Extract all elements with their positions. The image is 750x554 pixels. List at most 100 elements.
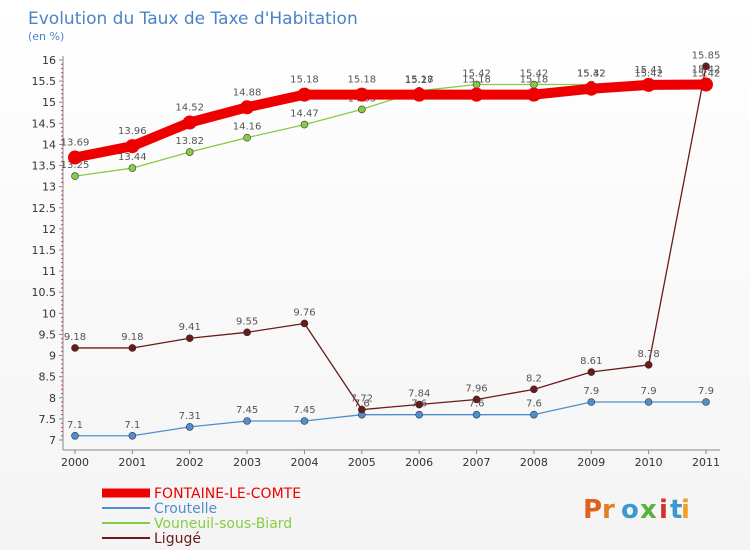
data-point: [243, 328, 251, 337]
data-point: [128, 344, 137, 352]
data-point: [185, 334, 194, 343]
data-point: [128, 431, 137, 440]
data-point: [702, 62, 710, 71]
data-label: 7.6: [469, 399, 485, 410]
data-point: [354, 87, 369, 102]
data-label: 15.42: [577, 68, 606, 79]
data-point: [243, 133, 251, 142]
data-label: 15.18: [290, 75, 319, 86]
y-tick-label: 8.5: [39, 371, 57, 384]
data-point: [641, 77, 656, 92]
logo-letter: x: [640, 495, 657, 525]
data-label: 15.42: [692, 68, 721, 79]
data-label: 8.61: [580, 356, 602, 367]
data-label: 8.2: [526, 373, 542, 384]
data-label: 13.69: [61, 138, 90, 149]
legend-label: FONTAINE-LE-COMTE: [154, 486, 301, 502]
data-point: [587, 368, 596, 376]
y-tick-label: 12.5: [32, 202, 57, 215]
data-label: 7.45: [236, 405, 258, 416]
data-label: 15.18: [405, 75, 434, 86]
y-tick-label: 12: [42, 223, 56, 236]
data-label: 13.44: [118, 152, 147, 163]
data-point: [358, 105, 366, 114]
x-tick-label: 2007: [463, 456, 491, 469]
data-label: 15.85: [692, 50, 721, 61]
y-tick-label: 7.5: [39, 413, 57, 426]
data-label: 13.96: [118, 126, 147, 137]
data-label: 7.72: [351, 394, 373, 405]
legend: FONTAINE-LE-COMTECroutelleVouneuil-sous-…: [102, 486, 301, 547]
axes: 7 7.5 8 8.5 9 9.5 10 10.5 11 11.5 12 12.5 13 13.5 14 14…: [32, 54, 720, 469]
y-tick-label: 7: [49, 434, 56, 447]
x-tick-label: 2004: [290, 456, 318, 469]
y-tick-label: 10.5: [32, 286, 57, 299]
x-tick-label: 2002: [176, 456, 204, 469]
data-label: 9.41: [179, 322, 201, 333]
series-line: [74, 401, 707, 437]
data-label: 8.78: [638, 349, 660, 360]
data-point: [526, 87, 541, 102]
y-tick-label: 10: [42, 307, 56, 320]
series-line: [74, 65, 707, 411]
data-label: 9.18: [64, 332, 86, 343]
data-point: [185, 423, 194, 431]
data-label: 7.6: [354, 399, 370, 410]
y-tick-label: 16: [42, 54, 56, 67]
data-label: 15.18: [347, 75, 376, 86]
data-label: 7.84: [408, 389, 430, 400]
legend-label: Vouneuil-sous-Biard: [154, 516, 292, 532]
y-tick-label: 9.5: [39, 328, 57, 341]
data-label: 15.32: [577, 69, 606, 80]
data-label: 13.25: [61, 160, 90, 171]
series-croutelle: 7.17.17.317.457.457.67.67.67.67.97.97.9: [67, 386, 714, 440]
data-label: 15.42: [520, 68, 549, 79]
data-point: [300, 319, 309, 328]
data-label: 13.82: [175, 136, 204, 147]
x-tick-label: 2001: [118, 456, 146, 469]
data-point: [702, 398, 710, 406]
data-point: [472, 395, 481, 404]
data-label: 7.6: [526, 399, 542, 410]
chart-title: Evolution du Taux de Taxe d'Habitation: [28, 9, 358, 29]
data-label: 15.42: [634, 68, 663, 79]
y-tick-label: 11.5: [32, 244, 57, 257]
data-point: [472, 410, 481, 419]
data-point: [71, 431, 79, 440]
x-tick-label: 2003: [233, 456, 261, 469]
data-point: [415, 400, 423, 409]
data-point: [240, 100, 255, 115]
data-point: [415, 410, 423, 419]
legend-label: Croutelle: [154, 501, 217, 517]
data-label: 7.96: [465, 383, 487, 394]
y-tick-label: 14: [42, 138, 56, 151]
logo-letter: t: [670, 495, 682, 525]
data-point: [185, 148, 194, 156]
y-tick-label: 13: [42, 181, 56, 194]
data-label: 7.1: [124, 420, 140, 431]
data-point: [587, 398, 596, 406]
series-fontaine-le-comte: 13.69 13.96 14.52 14.88 15.18 15.18 15.18 15.18…: [61, 64, 720, 165]
data-point: [530, 385, 538, 394]
data-label: 14.88: [233, 87, 262, 98]
y-tick-label: 15: [42, 96, 56, 109]
y-tick-label: 8: [49, 392, 56, 405]
data-label: 15.18: [520, 75, 549, 86]
data-point: [300, 120, 309, 129]
x-tick-label: 2005: [348, 456, 376, 469]
data-point: [584, 81, 599, 96]
logo-letter: i: [659, 495, 668, 525]
x-tick-label: 2009: [577, 456, 605, 469]
data-label: 14.16: [233, 122, 262, 133]
data-point: [182, 115, 197, 130]
data-point: [243, 417, 251, 425]
data-label: 7.1: [67, 420, 83, 431]
chart-subtitle: (en %): [28, 30, 64, 43]
y-tick-label: 9: [49, 350, 56, 363]
data-point: [644, 361, 653, 369]
data-label: 9.76: [293, 307, 315, 318]
data-point: [297, 87, 312, 102]
data-label: 14.47: [290, 109, 319, 120]
